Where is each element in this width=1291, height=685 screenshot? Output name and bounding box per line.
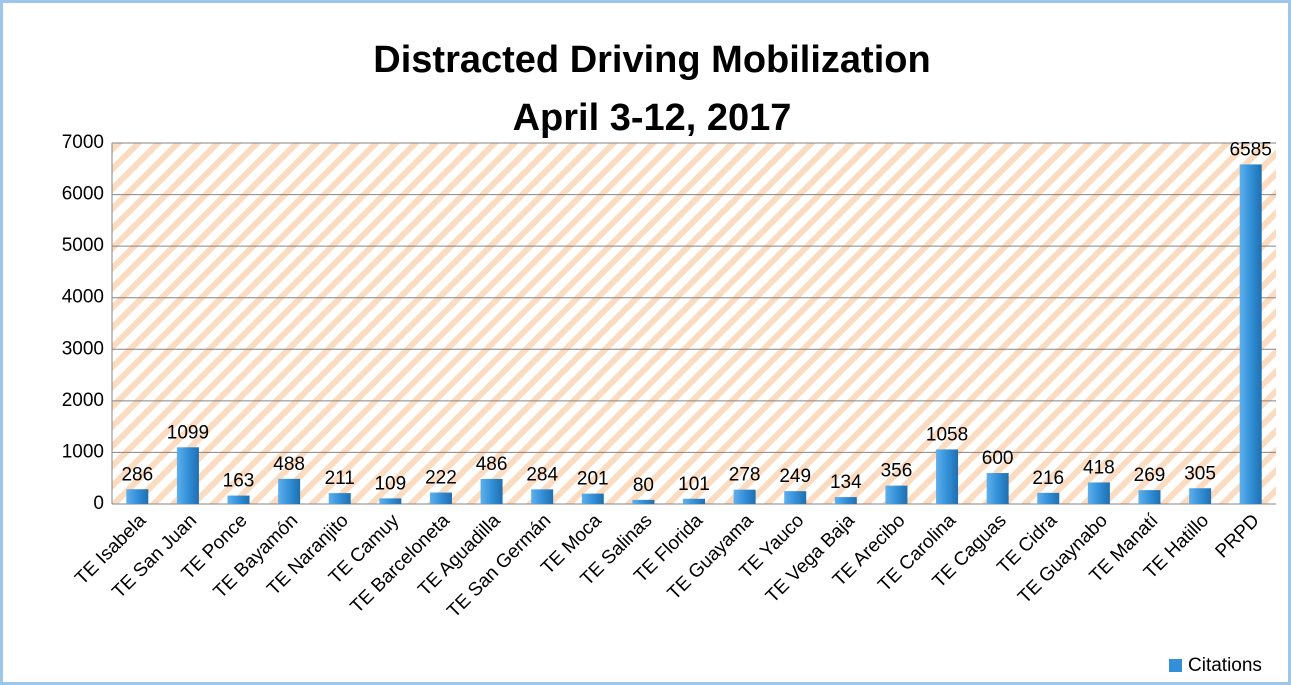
- bar: [480, 478, 503, 504]
- bar: [379, 498, 402, 504]
- bar: [733, 489, 756, 504]
- value-label: 80: [633, 475, 654, 496]
- bar: [278, 478, 301, 504]
- value-label: 163: [223, 471, 255, 492]
- bar: [632, 499, 655, 504]
- value-label: 286: [121, 464, 153, 485]
- bar: [1138, 490, 1161, 504]
- legend-swatch: [1169, 659, 1182, 672]
- y-tick-label: 5000: [62, 235, 104, 256]
- bar: [936, 449, 959, 504]
- value-label: 201: [577, 469, 609, 490]
- bar: [834, 497, 857, 504]
- value-label: 305: [1184, 463, 1216, 484]
- value-label: 486: [476, 454, 508, 475]
- value-label: 488: [273, 454, 305, 475]
- bar: [683, 498, 705, 504]
- chart-title: Distracted Driving Mobilization: [373, 39, 930, 81]
- y-tick-label: 7000: [62, 132, 104, 153]
- y-tick-label: 1000: [62, 441, 104, 462]
- value-label: 109: [374, 473, 406, 494]
- value-label: 600: [982, 448, 1014, 469]
- bar: [176, 447, 199, 504]
- bar: [1189, 488, 1212, 504]
- value-label: 222: [425, 468, 457, 489]
- bar: [1087, 482, 1110, 504]
- bar: [1239, 164, 1262, 504]
- value-label: 1058: [926, 424, 968, 445]
- bar: [531, 489, 554, 504]
- value-label: 269: [1134, 465, 1166, 486]
- value-label: 211: [325, 468, 355, 489]
- bar: [986, 473, 1009, 504]
- y-tick-label: 0: [93, 493, 104, 514]
- value-label: 418: [1083, 457, 1115, 478]
- bar: [784, 491, 807, 504]
- value-label: 216: [1032, 468, 1064, 489]
- bar: [885, 485, 908, 504]
- value-label: 284: [526, 464, 558, 485]
- value-label: 134: [830, 472, 862, 493]
- bar: [581, 493, 604, 504]
- y-tick-label: 6000: [62, 184, 104, 205]
- bar: [328, 493, 351, 504]
- bar: [429, 492, 452, 504]
- value-label: 6585: [1230, 139, 1272, 160]
- bar: [126, 489, 149, 504]
- bar: [227, 495, 250, 504]
- legend-label: Citations: [1188, 655, 1262, 676]
- value-label: 249: [779, 466, 811, 487]
- y-tick-label: 3000: [62, 338, 104, 359]
- value-label: 278: [729, 465, 761, 486]
- bar: [1037, 492, 1060, 504]
- y-tick-label: 4000: [62, 287, 104, 308]
- value-label: 356: [881, 461, 913, 482]
- value-label: 1099: [167, 422, 209, 443]
- chart-title: April 3-12, 2017: [513, 97, 792, 139]
- plot-area: [112, 143, 1276, 504]
- y-tick-label: 2000: [62, 390, 104, 411]
- value-label: 101: [678, 474, 710, 495]
